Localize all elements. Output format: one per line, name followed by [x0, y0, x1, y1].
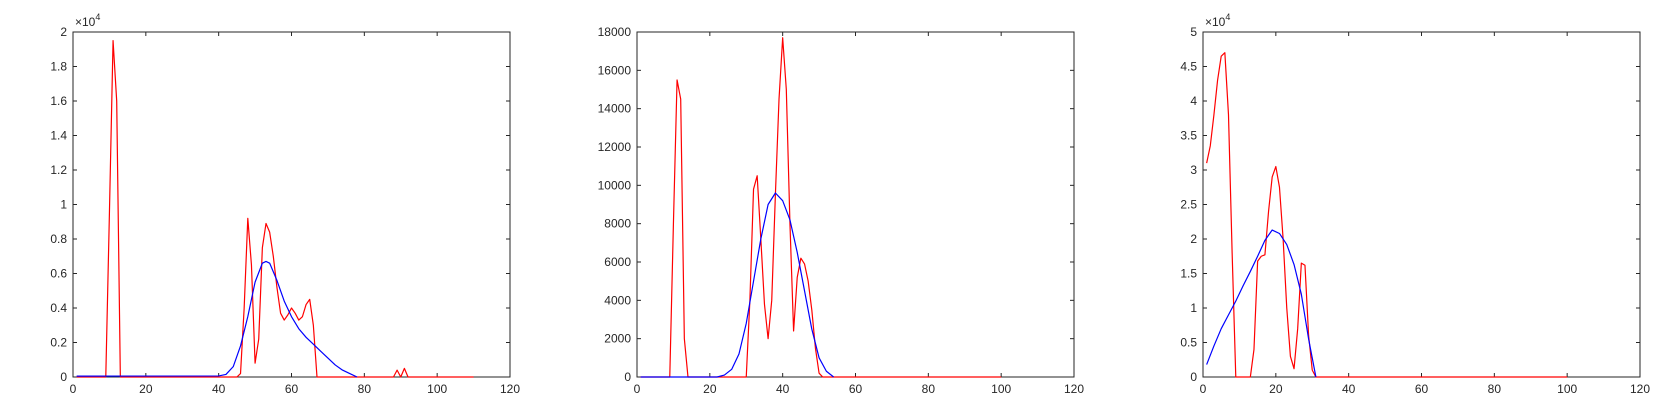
series-line-middle-blue — [640, 192, 835, 378]
x-tick-label: 20 — [139, 382, 153, 396]
x-tick-label: 100 — [427, 382, 447, 396]
y-tick-label: 12000 — [598, 140, 632, 154]
y-tick-label: 0 — [1190, 370, 1197, 384]
y-tick-label: 0.8 — [50, 232, 67, 246]
y-tick-label: 18000 — [598, 25, 632, 39]
y-tick-label: 0 — [624, 370, 631, 384]
x-tick-label: 0 — [70, 382, 77, 396]
y-exponent-label: ×104 — [75, 12, 100, 29]
x-tick-label: 20 — [703, 382, 717, 396]
y-tick-label: 16000 — [598, 63, 632, 77]
series-line-right-blue — [1206, 229, 1317, 378]
y-tick-label: 2 — [1190, 232, 1197, 246]
y-tick-label: 2 — [60, 25, 67, 39]
y-tick-label: 1 — [60, 198, 67, 212]
x-tick-label: 60 — [849, 382, 863, 396]
series-line-right-red — [1206, 52, 1568, 378]
y-exponent-base: ×10 — [1205, 15, 1226, 29]
plot-area — [72, 31, 511, 378]
x-tick-label: 0 — [634, 382, 641, 396]
x-tick-label: 20 — [1269, 382, 1283, 396]
y-tick-label: 3.5 — [1180, 129, 1197, 143]
y-tick-label: 1.8 — [50, 60, 67, 74]
series-line-left-blue — [76, 260, 358, 378]
y-tick-label: 10000 — [598, 178, 632, 192]
y-tick-label: 4000 — [604, 293, 631, 307]
chart-right: 0 20 40 60 80 100 12000.511.522.533.544.55×104 — [1180, 12, 1650, 396]
y-tick-label: 1.4 — [50, 129, 67, 143]
series-line-left-red — [76, 40, 474, 378]
x-tick-label: 80 — [1488, 382, 1502, 396]
chart-left: 0 20 40 60 80 100 120 0 0.2 0.4 0.6 0.8 1 1.2 1.4 1.6 1.… — [50, 12, 520, 396]
plot-area — [636, 31, 1075, 378]
x-tick-label: 120 — [1064, 382, 1084, 396]
y-tick-label: 1.6 — [50, 94, 67, 108]
x-tick-label: 40 — [1342, 382, 1356, 396]
y-tick-label: 0.4 — [50, 301, 67, 315]
series-line-middle-red — [640, 37, 1002, 378]
x-tick-label: 100 — [1557, 382, 1577, 396]
x-tick-label: 80 — [358, 382, 372, 396]
x-tick-label: 120 — [500, 382, 520, 396]
y-tick-label: 8000 — [604, 217, 631, 231]
y-tick-label: 4 — [1190, 94, 1197, 108]
y-tick-label: 0.2 — [50, 336, 67, 350]
x-tick-label: 40 — [776, 382, 790, 396]
chart-middle: 0 20 40 60 80 100 120 0 2000 4000 6000 8000 10000 120… — [598, 25, 1085, 396]
x-tick-label: 40 — [212, 382, 226, 396]
x-tick-label: 60 — [1415, 382, 1429, 396]
x-tick-label: 0 — [1200, 382, 1207, 396]
y-exponent-base: ×10 — [75, 15, 96, 29]
y-tick-label: 6000 — [604, 255, 631, 269]
x-tick-label: 60 — [285, 382, 299, 396]
x-tick-label: 120 — [1630, 382, 1650, 396]
y-tick-label: 14000 — [598, 102, 632, 116]
y-exponent-power: 4 — [95, 12, 100, 22]
x-tick-label: 80 — [922, 382, 936, 396]
y-tick-label: 1.2 — [50, 163, 67, 177]
y-tick-label: 3 — [1190, 163, 1197, 177]
y-tick-label: 0.6 — [50, 267, 67, 281]
y-tick-label: 0.5 — [1180, 336, 1197, 350]
y-tick-label: 5 — [1190, 25, 1197, 39]
y-exponent-power: 4 — [1225, 12, 1230, 22]
y-tick-label: 1 — [1190, 301, 1197, 315]
y-tick-label: 1.5 — [1180, 267, 1197, 281]
x-tick-label: 100 — [991, 382, 1011, 396]
y-tick-label: 0 — [60, 370, 67, 384]
y-tick-label: 2.5 — [1180, 198, 1197, 212]
plot-area — [1202, 31, 1641, 378]
y-exponent-label: ×104 — [1205, 12, 1230, 29]
y-tick-label: 2000 — [604, 332, 631, 346]
y-tick-label: 4.5 — [1180, 60, 1197, 74]
